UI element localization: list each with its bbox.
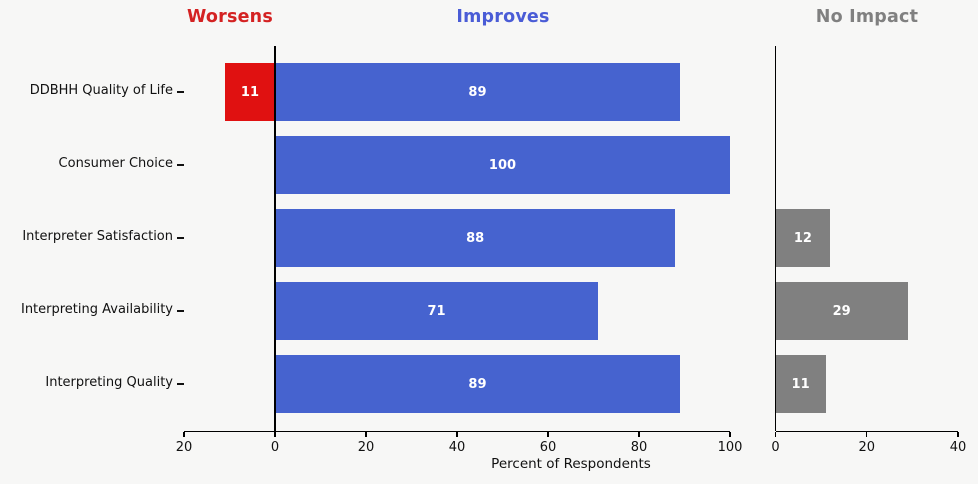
- x-tick-label: 40: [949, 439, 967, 455]
- x-tick-mark: [729, 432, 731, 438]
- bar-value-label: 89: [468, 84, 487, 100]
- bar-value-label: 71: [427, 303, 446, 319]
- header-worsens: Worsens: [187, 7, 273, 27]
- bar-worsens: 11: [224, 63, 275, 121]
- category-label: Consumer Choice: [58, 156, 173, 171]
- right-zero-spine: [774, 46, 777, 431]
- header-no-impact: No Impact: [815, 7, 919, 27]
- category-label: DDBHH Quality of Life: [29, 83, 173, 98]
- bar-value-label: 88: [466, 230, 485, 246]
- y-tick-mark: [177, 310, 184, 312]
- bar-improves: 89: [275, 63, 680, 121]
- x-tick-mark: [547, 432, 549, 438]
- bar-improves: 89: [275, 355, 680, 413]
- x-tick-label: 20: [858, 439, 876, 455]
- x-tick-mark: [274, 432, 276, 438]
- bar-improves: 71: [275, 282, 599, 340]
- x-axis-label: Percent of Respondents: [491, 456, 651, 472]
- bar-improves: 88: [275, 209, 676, 267]
- x-tick-label: 60: [539, 439, 557, 455]
- x-tick-mark: [957, 432, 959, 438]
- x-tick-mark: [365, 432, 367, 438]
- x-tick-mark: [456, 432, 458, 438]
- bar-value-label: 100: [488, 157, 517, 173]
- header-improves: Improves: [456, 7, 550, 27]
- x-tick-label: 0: [270, 439, 280, 455]
- x-tick-label: 40: [448, 439, 466, 455]
- right-x-axis: [775, 430, 958, 433]
- x-tick-label: 100: [717, 439, 743, 455]
- bar-value-label: 89: [468, 376, 487, 392]
- y-tick-mark: [177, 164, 184, 166]
- bar-no-impact: 12: [775, 209, 831, 267]
- y-tick-mark: [177, 383, 184, 385]
- bar-value-label: 12: [793, 230, 812, 246]
- bar-value-label: 11: [791, 376, 810, 392]
- x-tick-mark: [866, 432, 868, 438]
- bar-no-impact: 11: [775, 355, 826, 413]
- x-tick-mark: [774, 432, 777, 438]
- main-x-axis: [184, 430, 730, 433]
- x-tick-label: 20: [175, 439, 193, 455]
- x-tick-label: 0: [771, 439, 780, 455]
- bar-no-impact: 29: [775, 282, 908, 340]
- bar-value-label: 11: [240, 84, 259, 100]
- x-tick-mark: [638, 432, 640, 438]
- category-label: Interpreter Satisfaction: [22, 229, 173, 244]
- x-tick-label: 80: [630, 439, 648, 455]
- y-tick-mark: [177, 237, 184, 239]
- bar-improves: 100: [275, 136, 730, 194]
- bar-value-label: 29: [832, 303, 851, 319]
- x-tick-label: 20: [357, 439, 375, 455]
- main-zero-spine: [274, 46, 276, 431]
- category-label: Interpreting Quality: [45, 375, 173, 390]
- category-label: Interpreting Availability: [20, 302, 173, 317]
- x-tick-mark: [183, 432, 185, 438]
- y-tick-mark: [177, 91, 184, 93]
